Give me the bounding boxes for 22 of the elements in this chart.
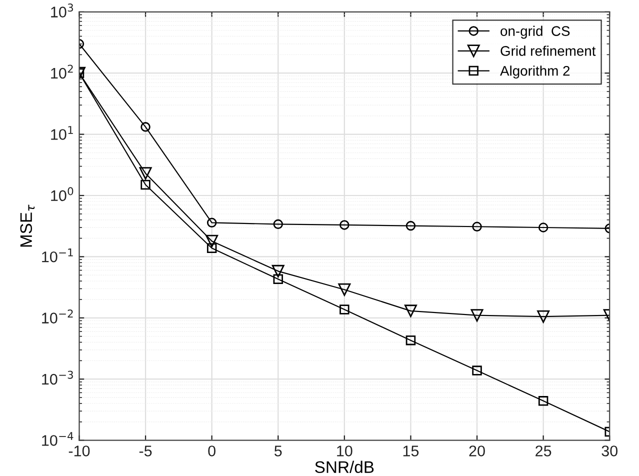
- y-tick-label: 10$^{−1}$: [42, 248, 73, 262]
- x-tick-label: 5: [274, 446, 282, 456]
- x-tick-label: 0: [208, 446, 216, 456]
- y-tick-label: 10$^{1}$: [51, 126, 73, 140]
- y-tick-label: 10$^{2}$: [51, 64, 73, 79]
- x-axis-title: SNR/dB: [315, 460, 374, 474]
- x-tick-label: 15: [403, 446, 419, 456]
- x-tick-label: -5: [139, 446, 152, 456]
- x-tick-label: 25: [536, 446, 552, 456]
- x-tick-label: -10: [68, 446, 90, 456]
- x-tick-label: 20: [469, 446, 485, 456]
- x-tick-label: 10: [337, 446, 352, 456]
- y-tick-label: 10$^{3}$: [51, 4, 74, 18]
- x-tick-label: 30: [602, 446, 618, 456]
- y-tick-label: 10$^{−4}$: [42, 432, 74, 446]
- legend-label: Algorithm 2: [500, 66, 570, 79]
- y-tick-label: 10$^{−3}$: [42, 370, 73, 385]
- y-tick-label: 10$^{−2}$: [42, 310, 73, 324]
- y-tick-label: 10$^{0}$: [51, 187, 74, 202]
- legend-label: Grid refinement: [500, 46, 596, 56]
- y-axis-title: MSE$_{τ}$: [20, 204, 35, 247]
- legend-label: on-grid CS: [500, 26, 570, 39]
